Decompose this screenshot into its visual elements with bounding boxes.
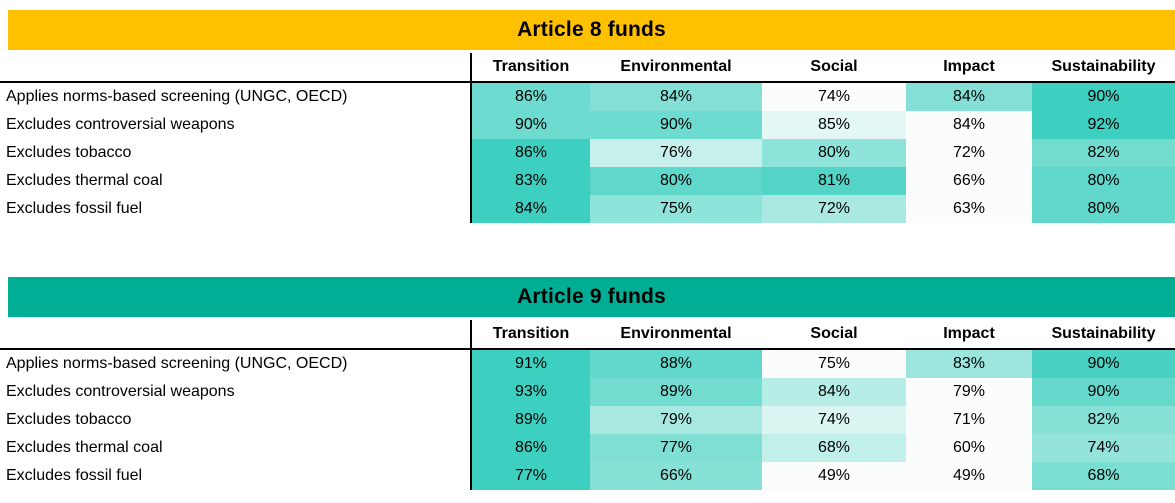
row-label: Excludes thermal coal: [6, 172, 163, 189]
row-label: Excludes controversial weapons: [6, 116, 235, 133]
heatmap-cell: 90%: [590, 111, 762, 139]
column-header-impact: Impact: [906, 53, 1032, 83]
heatmap-cell: 79%: [906, 378, 1032, 406]
heatmap-cell: 72%: [762, 195, 906, 223]
heatmap-grid: Transition Environmental Social Impact Susta…: [0, 320, 1175, 490]
column-header-sustainability: Sustainability: [1032, 53, 1175, 83]
heatmap-cell: 90%: [470, 111, 590, 139]
heatmap-cell: 88%: [590, 350, 762, 378]
heatmap-cell: 85%: [762, 111, 906, 139]
heatmap-cell: 74%: [762, 83, 906, 111]
heatmap-cell: 89%: [470, 406, 590, 434]
heatmap-cell: 84%: [470, 195, 590, 223]
heatmap-cell: 90%: [1032, 378, 1175, 406]
heatmap-cell: 86%: [470, 139, 590, 167]
heatmap-cell: 60%: [906, 434, 1032, 462]
heatmap-cell: 68%: [762, 434, 906, 462]
heatmap-cell: 89%: [590, 378, 762, 406]
column-header-impact: Impact: [906, 320, 1032, 350]
heatmap-grid: Transition Environmental Social Impact Susta…: [0, 53, 1175, 223]
heatmap-cell: 72%: [906, 139, 1032, 167]
heatmap-cell: 83%: [470, 167, 590, 195]
heatmap-cell: 79%: [590, 406, 762, 434]
heatmap-cell: 66%: [906, 167, 1032, 195]
column-header-sustainability: Sustainability: [1032, 320, 1175, 350]
heatmap-cell: 86%: [470, 434, 590, 462]
column-header-transition: Transition: [470, 320, 590, 350]
heatmap-cell: 81%: [762, 167, 906, 195]
heatmap-cell: 63%: [906, 195, 1032, 223]
heatmap-cell: 71%: [906, 406, 1032, 434]
heatmap-cell: 74%: [762, 406, 906, 434]
article-8-banner: Article 8 funds: [8, 10, 1175, 50]
heatmap-cell: 80%: [1032, 167, 1175, 195]
article-9-banner: Article 9 funds: [8, 277, 1175, 317]
row-label: Applies norms-based screening (UNGC, OEC…: [6, 88, 348, 105]
column-header-environmental: Environmental: [590, 53, 762, 83]
heatmap-cell: 75%: [762, 350, 906, 378]
article-8-funds-table: Article 8 funds Transition Environmental S…: [0, 10, 1175, 223]
row-label: Excludes tobacco: [6, 144, 132, 161]
row-label: Excludes fossil fuel: [6, 200, 143, 217]
heatmap-cell: 84%: [906, 83, 1032, 111]
heatmap-cell: 66%: [590, 462, 762, 490]
header-spacer: [0, 53, 470, 83]
heatmap-cell: 77%: [470, 462, 590, 490]
heatmap-cell: 76%: [590, 139, 762, 167]
heatmap-cell: 91%: [470, 350, 590, 378]
heatmap-cell: 92%: [1032, 111, 1175, 139]
heatmap-cell: 68%: [1032, 462, 1175, 490]
heatmap-cell: 77%: [590, 434, 762, 462]
heatmap-cell: 83%: [906, 350, 1032, 378]
heatmap-cell: 49%: [762, 462, 906, 490]
heatmap-cell: 84%: [590, 83, 762, 111]
heatmap-cell: 86%: [470, 83, 590, 111]
table-title: Article 8 funds: [517, 18, 666, 41]
heatmap-cell: 84%: [762, 378, 906, 406]
row-label: Excludes fossil fuel: [6, 467, 143, 484]
heatmap-cell: 93%: [470, 378, 590, 406]
heatmap-cell: 80%: [590, 167, 762, 195]
heatmap-cell: 90%: [1032, 350, 1175, 378]
header-spacer: [0, 320, 470, 350]
row-label: Excludes controversial weapons: [6, 383, 235, 400]
table-title: Article 9 funds: [517, 285, 666, 308]
heatmap-cell: 80%: [762, 139, 906, 167]
heatmap-cell: 84%: [906, 111, 1032, 139]
column-header-environmental: Environmental: [590, 320, 762, 350]
heatmap-cell: 80%: [1032, 195, 1175, 223]
column-header-social: Social: [762, 53, 906, 83]
heatmap-cell: 82%: [1032, 406, 1175, 434]
heatmap-cell: 90%: [1032, 83, 1175, 111]
heatmap-cell: 74%: [1032, 434, 1175, 462]
article-9-funds-table: Article 9 funds Transition Environmental S…: [0, 277, 1175, 490]
heatmap-cell: 82%: [1032, 139, 1175, 167]
row-label: Applies norms-based screening (UNGC, OEC…: [6, 355, 348, 372]
column-header-transition: Transition: [470, 53, 590, 83]
column-header-social: Social: [762, 320, 906, 350]
row-label: Excludes thermal coal: [6, 439, 163, 456]
row-label: Excludes tobacco: [6, 411, 132, 428]
heatmap-cell: 49%: [906, 462, 1032, 490]
heatmap-cell: 75%: [590, 195, 762, 223]
